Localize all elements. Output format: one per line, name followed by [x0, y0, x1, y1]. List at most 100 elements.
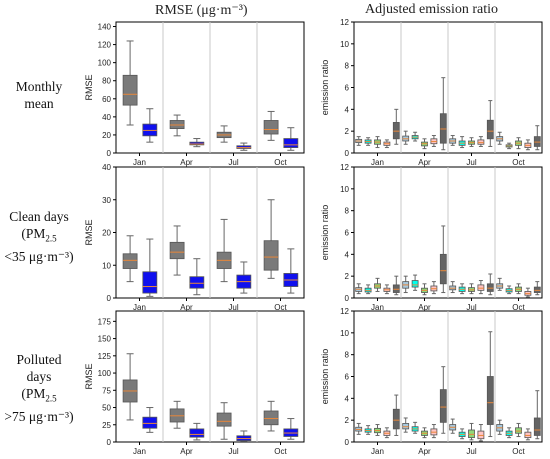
x-tick-label: Jul — [228, 303, 238, 312]
box-plot — [216, 218, 232, 283]
y-tick-label: 120 — [98, 41, 112, 50]
y-axis-label: RMSE — [84, 363, 94, 389]
box-body — [189, 276, 205, 289]
box-plot — [392, 108, 400, 145]
box-plot — [486, 331, 494, 438]
box-plot — [169, 114, 185, 137]
row-label-line: Polluted — [16, 352, 62, 367]
y-tick-label: 8 — [345, 351, 350, 360]
ratio-polluted-chart: 0 2 4 6 8 10 12 emission ratio Jan Apr Jul Oct — [320, 307, 543, 456]
row-label-monthly-mean: Monthly mean — [0, 78, 78, 112]
box-body — [283, 138, 299, 148]
box-plot — [355, 283, 363, 295]
box-plot — [430, 281, 438, 295]
box-plot — [477, 136, 485, 147]
pm-subscript: 2.5 — [45, 393, 57, 404]
box-plot — [468, 283, 475, 295]
box-plot — [263, 199, 279, 279]
x-tick-label: Jul — [466, 158, 476, 167]
box-plot — [169, 400, 185, 429]
x-tick-label: Jan — [133, 447, 146, 456]
box-body — [392, 284, 400, 293]
box-plot — [383, 427, 391, 439]
row-label-clean-days: Clean days (PM2.5 <35 μg·m⁻³) — [0, 208, 78, 265]
box-plot — [263, 110, 279, 141]
row-label-line: (PM2.5 — [0, 225, 78, 248]
box-plot — [283, 127, 299, 151]
box-plot — [402, 130, 410, 145]
box-plot — [364, 284, 372, 295]
x-tick-label: Jan — [133, 158, 146, 167]
y-tick-label: 6 — [345, 229, 350, 238]
row-label-line: Monthly — [15, 79, 63, 94]
box-body — [515, 427, 522, 434]
y-tick-label: 50 — [102, 404, 111, 413]
box-body — [169, 241, 185, 260]
y-tick-label: 8 — [345, 62, 350, 71]
y-tick-label: 80 — [102, 77, 111, 86]
box-plot — [392, 394, 400, 436]
box-plot — [486, 100, 494, 147]
box-plot — [486, 273, 494, 296]
row-label-line: >75 μg·m⁻³) — [4, 408, 74, 424]
box-plot — [402, 417, 410, 433]
y-tick-label: 2 — [345, 127, 350, 136]
y-tick-label: 0 — [345, 149, 350, 158]
y-tick-label: 6 — [345, 373, 350, 382]
box-body — [533, 136, 541, 147]
y-tick-label: 4 — [345, 105, 350, 114]
rmse-clean-chart: 0 10 20 30 40 RMSE Jan Apr Jul Oct — [84, 163, 305, 312]
box-plot — [430, 424, 438, 439]
box-body — [142, 271, 158, 294]
box-plot — [458, 136, 466, 149]
pm-label: (PM — [21, 386, 46, 401]
y-tick-label: 30 — [102, 196, 111, 205]
box-plot — [515, 137, 522, 150]
x-tick-label: Apr — [418, 158, 431, 167]
y-tick-label: 10 — [340, 329, 349, 338]
box-body — [122, 74, 138, 106]
y-tick-label: 4 — [345, 250, 350, 259]
box-plot — [477, 280, 485, 295]
box-plot — [421, 427, 428, 439]
box-plot — [449, 281, 457, 294]
box-plot — [216, 125, 232, 143]
box-body — [392, 408, 400, 430]
y-tick-label: 0 — [107, 149, 112, 158]
box-plot — [439, 366, 447, 434]
y-tick-label: 2 — [345, 416, 350, 425]
box-plot — [468, 137, 475, 147]
rmse-monthly-chart: 0 20 40 60 80 100 120 140 RMSE Jan Apr Jul Oct — [84, 21, 305, 167]
box-body — [477, 139, 485, 145]
x-tick-label: Jul — [228, 158, 238, 167]
y-tick-label: 10 — [340, 185, 349, 194]
box-plot — [355, 136, 363, 146]
x-tick-label: Apr — [418, 303, 431, 312]
box-plot — [496, 277, 504, 291]
y-tick-label: 2 — [345, 272, 350, 281]
x-tick-label: Jul — [466, 447, 476, 456]
box-plot — [524, 287, 532, 298]
box-plot — [374, 136, 381, 149]
y-tick-label: 75 — [102, 386, 111, 395]
box-plot — [142, 407, 158, 433]
box-plot — [236, 261, 252, 294]
box-plot — [458, 283, 466, 295]
x-tick-label: Jan — [133, 303, 146, 312]
box-plot — [439, 225, 447, 294]
box-plot — [122, 353, 138, 421]
box-plot — [515, 283, 522, 295]
y-tick-label: 0 — [345, 438, 350, 447]
y-tick-label: 20 — [102, 131, 111, 140]
box-plot — [496, 131, 504, 145]
y-tick-label: 25 — [102, 421, 111, 430]
y-tick-label: 0 — [345, 294, 350, 303]
box-plot — [189, 258, 205, 296]
x-tick-label: Oct — [274, 303, 287, 312]
box-body — [468, 429, 475, 439]
box-body — [411, 280, 419, 288]
box-plot — [383, 139, 391, 149]
box-plot — [524, 428, 532, 441]
box-plot — [505, 285, 513, 295]
box-plot — [189, 138, 205, 148]
